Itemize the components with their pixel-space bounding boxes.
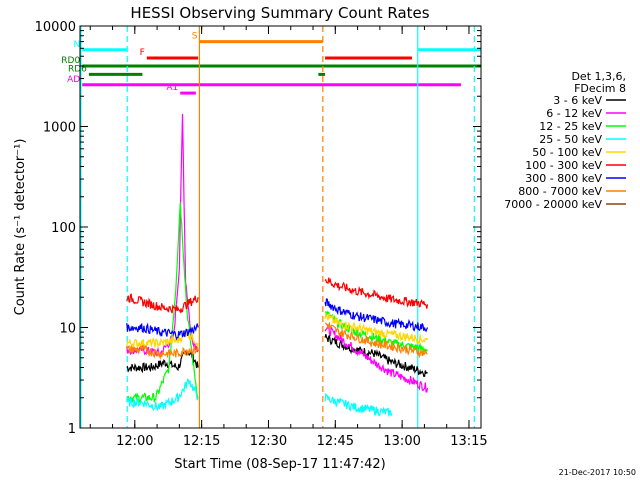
series-line-4-seg-1: [324, 313, 429, 345]
y-tick-label-0: 1: [68, 422, 76, 437]
legend-label-2: 12 - 25 keV: [539, 120, 602, 133]
series-line-4-seg-0: [126, 329, 199, 350]
flag-label-f: F: [140, 48, 145, 58]
legend-label-5: 100 - 300 keV: [525, 159, 602, 172]
legend-label-3: 25 - 50 keV: [539, 133, 602, 146]
legend-label-1: 6 - 12 keV: [546, 107, 602, 120]
series-line-6-seg-1: [324, 298, 429, 333]
series-lines: [126, 113, 429, 417]
y-tick-label-1: 10: [59, 322, 76, 337]
y-tick-label-2: 100: [51, 221, 76, 236]
series-line-5-seg-0: [126, 293, 199, 314]
flag-label-rd6: RD6: [68, 64, 87, 74]
y-ticks: 1 10 100 1000 10000: [35, 20, 481, 437]
series-line-2-seg-0: [126, 202, 199, 404]
flag-label-n: N: [73, 40, 80, 50]
legend-label-8: 7000 - 20000 keV: [504, 198, 602, 211]
x-tick-label-5: 13:15: [450, 434, 487, 449]
x-tick-label-3: 12:45: [317, 434, 354, 449]
series-line-5-seg-1: [324, 277, 429, 309]
legend-label-7: 800 - 7000 keV: [518, 185, 602, 198]
series-line-7-seg-1: [325, 321, 428, 359]
legend-label-4: 50 - 100 keV: [532, 146, 602, 159]
y-axis-label: Count Rate (s⁻¹ detector⁻¹): [13, 139, 28, 316]
legend-header-0: Det 1,3,6,: [571, 70, 626, 83]
legend-label-6: 300 - 800 keV: [525, 172, 602, 185]
x-tick-label-4: 13:00: [383, 434, 420, 449]
x-ticks: 12:00 12:15 12:30 12:45 13:00 13:15: [89, 26, 488, 449]
date-stamp: 21-Dec-2017 10:50: [559, 468, 636, 477]
series-line-0-seg-1: [324, 334, 428, 378]
chart-title: HESSI Observing Summary Count Rates: [130, 4, 429, 22]
flag-label-rd0: RD0: [61, 56, 80, 66]
flag-label-a1: A1: [166, 83, 178, 93]
flag-label-ad: AD: [67, 75, 80, 85]
series-line-1-seg-1: [324, 324, 429, 393]
y-tick-label-3: 1000: [43, 121, 76, 136]
series-line-3-seg-0: [126, 378, 199, 412]
x-tick-label-0: 12:00: [116, 434, 153, 449]
x-axis-label: Start Time (08-Sep-17 11:47:42): [174, 457, 385, 472]
flag-label-s: S: [192, 32, 198, 42]
legend-header-1: FDecim 8: [574, 82, 626, 95]
x-tick-label-2: 12:30: [250, 434, 287, 449]
x-tick-label-1: 12:15: [183, 434, 220, 449]
series-line-3-seg-1: [324, 392, 393, 417]
legend-label-0: 3 - 6 keV: [553, 94, 602, 107]
series-line-6-seg-0: [126, 322, 199, 341]
series-line-7-seg-0: [126, 344, 199, 361]
y-tick-label-4: 10000: [35, 20, 76, 35]
